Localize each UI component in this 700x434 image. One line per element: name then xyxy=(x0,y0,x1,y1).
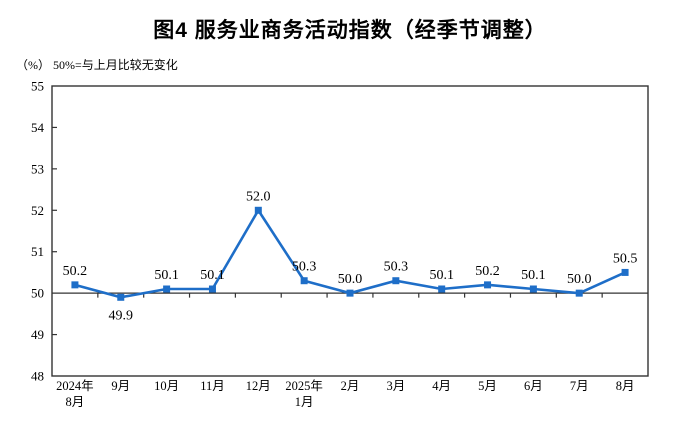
x-axis-label: 10月 xyxy=(154,379,179,393)
y-axis-label: 50 xyxy=(31,286,44,301)
x-axis-label: 5月 xyxy=(478,379,497,393)
x-axis-label: 2025年 xyxy=(285,379,323,393)
data-point xyxy=(392,277,400,285)
data-point xyxy=(621,268,629,276)
data-point xyxy=(438,285,446,293)
data-point xyxy=(529,285,537,293)
data-point-label: 50.1 xyxy=(154,268,179,283)
data-point-label: 49.9 xyxy=(109,308,134,323)
y-axis-label: 55 xyxy=(31,79,44,94)
y-axis-label: 52 xyxy=(31,203,44,218)
data-point xyxy=(254,206,262,214)
x-axis-label: 8月 xyxy=(66,395,85,409)
data-point xyxy=(484,281,492,289)
x-axis-label: 9月 xyxy=(111,379,130,393)
data-point xyxy=(163,285,171,293)
data-point-label: 52.0 xyxy=(246,189,271,204)
data-point xyxy=(300,277,308,285)
x-axis-label: 8月 xyxy=(616,379,635,393)
y-axis-label: 54 xyxy=(31,120,45,135)
x-axis-label: 2024年 xyxy=(56,379,94,393)
y-axis-label: 51 xyxy=(31,244,44,259)
data-point-label: 50.1 xyxy=(521,268,546,283)
x-axis-label: 6月 xyxy=(524,379,543,393)
x-axis-label: 3月 xyxy=(386,379,405,393)
data-point-label: 50.5 xyxy=(613,251,638,266)
x-axis-label: 7月 xyxy=(570,379,589,393)
data-point xyxy=(71,281,79,289)
data-point-label: 50.1 xyxy=(200,268,225,283)
y-axis-label: 49 xyxy=(31,327,44,342)
data-point-label: 50.3 xyxy=(384,260,409,275)
x-axis-label: 12月 xyxy=(246,379,271,393)
data-point xyxy=(208,285,216,293)
data-point-label: 50.1 xyxy=(429,268,454,283)
y-axis-label: 53 xyxy=(31,161,44,176)
x-axis-label: 1月 xyxy=(295,395,314,409)
data-point xyxy=(575,289,583,297)
data-point-label: 50.2 xyxy=(63,264,88,279)
line-chart: 48 49 50 51 52 53 54 55 50.2 49.9 50.1 50.1 52.0 50.3… xyxy=(31,79,649,409)
x-axis-label: 4月 xyxy=(432,379,451,393)
data-point-label: 50.0 xyxy=(338,272,363,287)
data-point xyxy=(117,293,125,301)
chart-title: 图4 服务业商务活动指数（经季节调整） xyxy=(153,19,547,42)
data-point-label: 50.2 xyxy=(475,264,500,279)
data-point-label: 50.3 xyxy=(292,260,317,275)
x-axis-label: 11月 xyxy=(200,379,225,393)
data-point xyxy=(346,289,354,297)
plot-border xyxy=(51,85,649,377)
x-axis-label: 2月 xyxy=(341,379,360,393)
data-point-label: 50.0 xyxy=(567,272,592,287)
axis-unit-note: （%） 50%=与上月比较无变化 xyxy=(16,58,178,72)
y-axis-label: 48 xyxy=(31,369,44,384)
